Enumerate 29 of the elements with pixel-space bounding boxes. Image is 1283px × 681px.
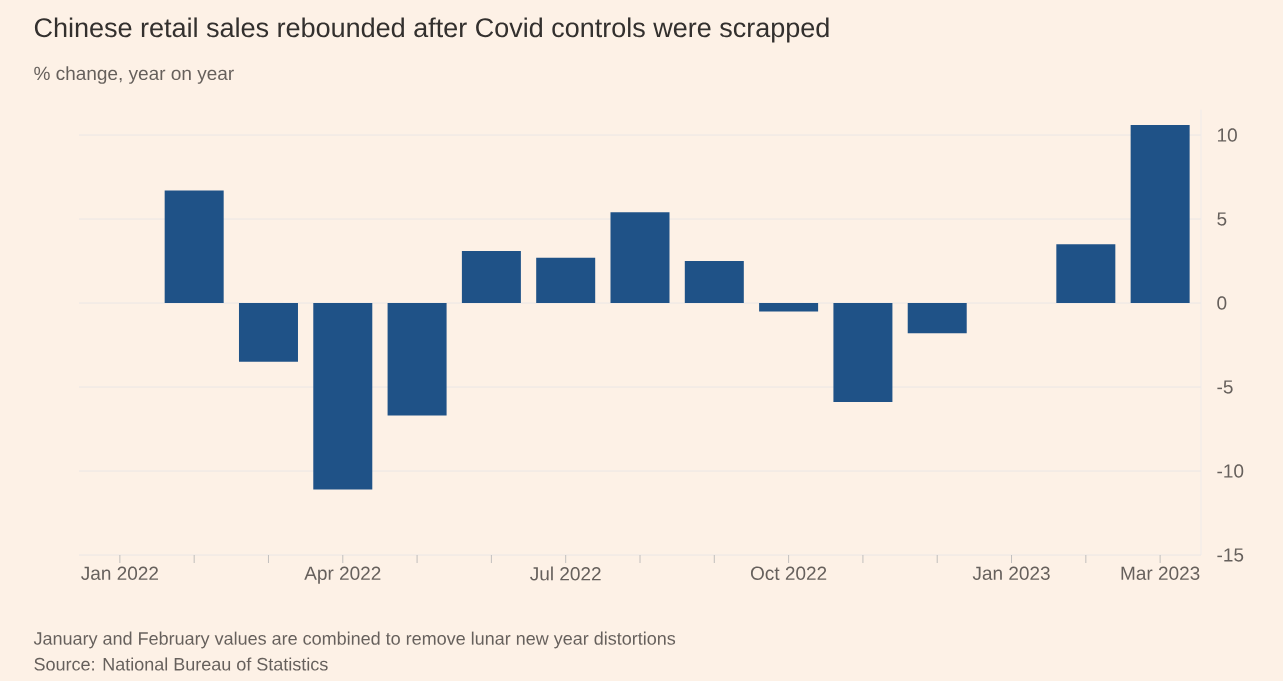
chart-title: Chinese retail sales rebounded after Covid controls were scrapped: [34, 17, 829, 43]
y-tick-label: 0: [1217, 296, 1227, 310]
bar: [684, 261, 744, 304]
bar: [833, 303, 893, 403]
bar: [238, 303, 298, 362]
bar: [907, 303, 967, 334]
x-tick-label: Jan 2023: [972, 566, 1050, 580]
bar: [461, 250, 521, 304]
y-tick-label: -5: [1217, 380, 1233, 394]
text: January and February values are combined to remove lunar new year distortions: [33, 631, 676, 649]
bar: [610, 212, 670, 304]
source-note: Source: National Bureau of Statistics: [34, 657, 328, 671]
bar: [536, 257, 596, 304]
bar: [1056, 244, 1116, 304]
bar: [759, 303, 819, 312]
x-tick-label: Mar 2023: [1121, 566, 1200, 580]
chart-subtitle: % change, year on year: [34, 66, 234, 84]
bar: [164, 190, 224, 304]
bar: [387, 303, 447, 416]
y-tick-label: 5: [1217, 212, 1227, 226]
y-tick-label: -10: [1217, 464, 1244, 478]
x-tick-label: Oct 2022: [750, 566, 827, 580]
x-tick-label: Jan 2022: [81, 566, 158, 580]
y-tick-label: -15: [1217, 548, 1244, 562]
x-tick-label: Jul 2022: [530, 566, 601, 581]
x-tick-label: Apr 2022: [304, 566, 381, 584]
bar: [1130, 124, 1190, 304]
bar: [313, 303, 373, 490]
y-tick-label: 10: [1217, 128, 1237, 142]
